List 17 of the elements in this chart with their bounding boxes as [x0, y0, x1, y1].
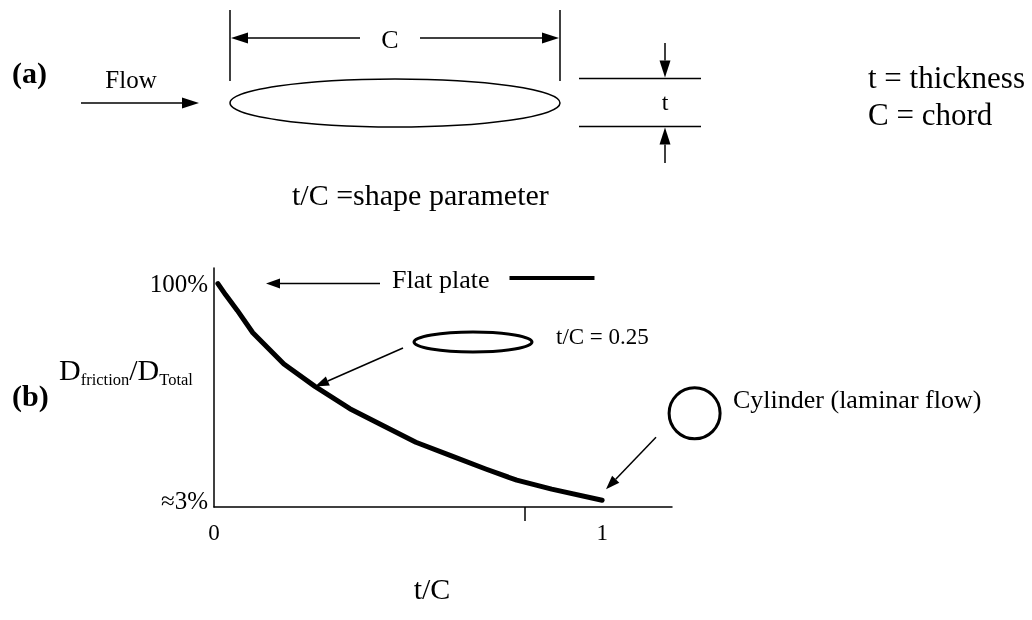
x-axis-title: t/C — [413, 571, 451, 605]
text: (a) — [12, 55, 47, 89]
text: (b) — [12, 378, 49, 412]
x-tick-label: 1 — [596, 520, 608, 546]
text: t — [661, 88, 669, 116]
text: t/C =shape parameter — [292, 177, 549, 211]
annotation: t/C = 0.25 — [556, 324, 649, 350]
text: C — [381, 24, 399, 55]
x-tick-label: 0 — [208, 520, 220, 546]
text: t = thickness — [868, 59, 1025, 96]
text: Cylinder (laminar flow) — [733, 384, 982, 415]
annotation: Flat plate — [392, 264, 490, 295]
text: C = chord — [868, 96, 993, 133]
y-axis-title: D$_{friction}$/D$_{Total}$ — [59, 352, 193, 389]
text: Flow — [105, 66, 157, 94]
y-tick-label: ≈3% — [160, 486, 208, 514]
y-tick-label: 100% — [149, 270, 208, 298]
